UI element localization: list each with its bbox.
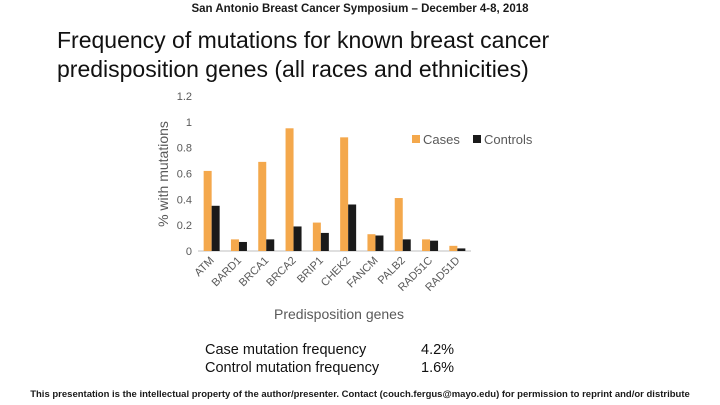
y-tick-label: 0.2 [177,220,192,232]
controls-bar-brip1 [320,232,329,251]
case-frequency-row: Case mutation frequency 4.2% [205,341,454,359]
x-tick-label: FANCM [345,255,381,291]
x-axis-title: Predisposition genes [274,306,404,322]
cases-bar-rad51d [449,245,458,251]
controls-bar-bard1 [238,241,247,251]
cases-bar-fancm [367,234,376,251]
y-tick-label: 1.2 [177,91,192,103]
y-tick-label: 0 [186,246,192,258]
controls-bar-fancm [375,235,384,251]
controls-bar-palb2 [402,239,411,251]
control-frequency-value: 1.6% [421,360,455,376]
case-frequency-label: Case mutation frequency [205,342,367,358]
conference-header: San Antonio Breast Cancer Symposium – De… [191,3,529,15]
cases-bar-palb2 [394,198,403,251]
controls-bar-brca1 [266,239,275,251]
y-axis-title: % with mutations [155,121,171,227]
cases-bar-brip1 [312,222,321,251]
cases-bar-brca1 [258,161,267,251]
case-frequency-value: 4.2% [421,342,455,358]
control-frequency-row: Control mutation frequency 1.6% [205,359,454,377]
x-tick-label: BRCA2 [264,255,298,289]
cases-bar-bard1 [230,239,239,251]
legend-label-controls: Controls [484,132,533,147]
copyright-footer: This presentation is the intellectual pr… [30,389,690,400]
controls-bar-brca2 [293,226,302,251]
legend-swatch-controls [473,135,481,143]
bar-chart: 00.20.40.60.811.2ATMBARD1BRCA1BRCA2BRIP1… [155,91,533,322]
cases-bar-brca2 [285,128,294,251]
controls-bar-rad51d [457,248,466,251]
x-tick-label: ATM [192,255,216,279]
legend-label-cases: Cases [423,132,460,147]
cases-bar-chek2 [340,137,349,251]
controls-bar-atm [211,205,220,251]
y-tick-label: 0.8 [177,143,192,155]
y-tick-label: 1 [186,117,192,129]
cases-bar-atm [203,170,212,251]
controls-bar-chek2 [348,204,357,251]
controls-bar-rad51c [430,240,439,251]
slide-title: Frequency of mutations for known breast … [57,27,550,82]
y-tick-label: 0.6 [177,169,192,181]
cases-bar-rad51c [422,239,431,251]
control-frequency-label: Control mutation frequency [205,360,380,376]
legend-swatch-cases [412,135,420,143]
y-tick-label: 0.4 [177,194,192,206]
frequency-summary: Case mutation frequency 4.2% Control mut… [205,341,454,377]
